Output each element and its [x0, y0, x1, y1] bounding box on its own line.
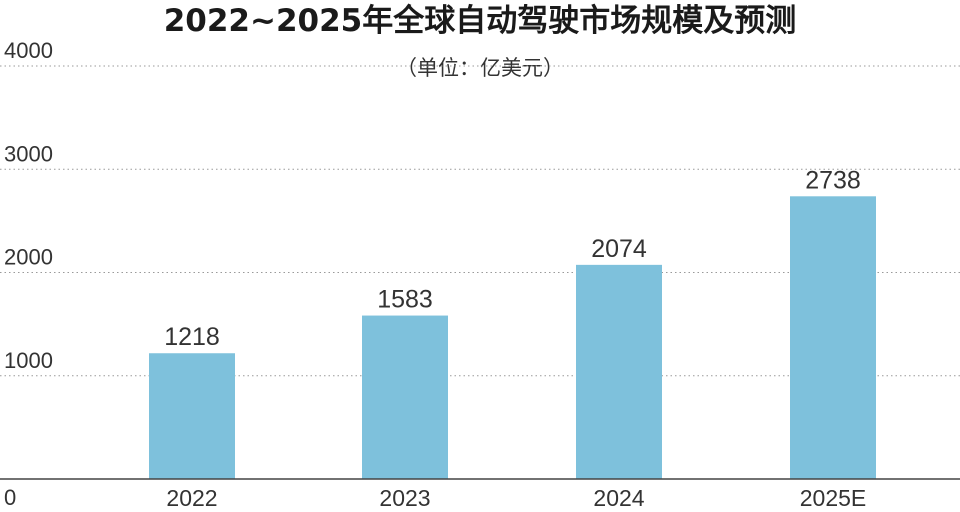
- value-label-2023: 1583: [377, 286, 433, 314]
- y-tick-label: 3000: [4, 141, 53, 166]
- x-tick-label-2024: 2024: [593, 485, 644, 511]
- y-tick-label: 1000: [4, 348, 53, 373]
- bar-2024: [576, 265, 662, 479]
- chart-subtitle: （单位：亿美元）: [396, 56, 564, 80]
- value-labels: 1218 1583 2074 2738: [164, 166, 861, 351]
- y-axis-ticks: 0 1000 2000 3000 4000: [4, 38, 53, 510]
- chart-title: 2022~2025年全球自动驾驶市场规模及预测: [164, 3, 797, 39]
- bar-2023: [362, 316, 448, 479]
- bar-2022: [149, 353, 235, 479]
- value-label-2024: 2074: [591, 235, 647, 263]
- bars: [149, 196, 876, 479]
- value-label-2022: 1218: [164, 323, 220, 351]
- y-tick-label: 0: [4, 485, 16, 510]
- x-axis-ticks: 2022 2023 2024 2025E: [166, 485, 866, 511]
- x-tick-label-2023: 2023: [379, 485, 430, 511]
- x-tick-label-2025E: 2025E: [800, 485, 867, 511]
- y-tick-label: 2000: [4, 245, 53, 270]
- y-tick-label: 4000: [4, 38, 53, 63]
- value-label-2025E: 2738: [805, 166, 861, 194]
- x-tick-label-2022: 2022: [166, 485, 217, 511]
- bar-2025E: [790, 196, 876, 479]
